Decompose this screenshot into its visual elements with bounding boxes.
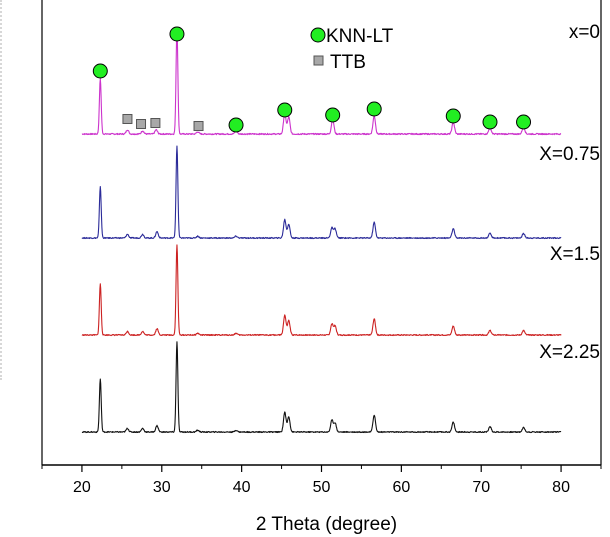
ttb-peak-marker: [122, 114, 133, 124]
series-layer: [81, 27, 562, 434]
legend-marker-knn-lt: [310, 27, 326, 43]
ttb-peak-marker: [136, 119, 147, 129]
x-tick-label: 50: [313, 479, 331, 496]
knn-lt-peak-marker: [169, 26, 185, 42]
knn-lt-peak-marker: [445, 108, 461, 124]
knn-lt-peak-marker: [366, 101, 382, 117]
series-line-3: [81, 341, 562, 434]
x-tick-label: 30: [153, 479, 171, 496]
ttb-peak-marker: [150, 118, 161, 128]
legend: KNN-LT TTB: [310, 26, 394, 73]
knn-lt-peak-marker: [325, 107, 341, 123]
series-line-1: [81, 145, 562, 240]
x-tick-label: 80: [552, 479, 570, 496]
legend-marker-ttb: [313, 55, 324, 66]
left-dotted-border: [0, 0, 2, 380]
series-line-2: [81, 244, 562, 337]
knn-lt-peak-marker: [482, 114, 498, 130]
knn-lt-peak-marker: [277, 102, 293, 118]
x-tick-label: 20: [73, 479, 91, 496]
label-layer: x=0 X=0.75 X=1.5 X=2.25: [539, 22, 600, 363]
x-axis: 20 30 40 50 60 70 80 2 Theta (degree): [41, 464, 602, 535]
series-line-0: [81, 27, 562, 136]
x-axis-title: 2 Theta (degree): [256, 514, 397, 535]
ttb-peak-marker: [193, 121, 204, 131]
series-label-2: X=1.5: [550, 244, 600, 265]
knn-lt-peak-marker: [228, 117, 244, 133]
legend-label-ttb: TTB: [330, 52, 366, 73]
x-tick-label: 70: [472, 479, 490, 496]
x-tick-label: 60: [392, 479, 410, 496]
x-tick-label: 40: [233, 479, 251, 496]
series-label-0: x=0: [569, 22, 600, 43]
knn-lt-peak-marker: [92, 63, 108, 79]
series-label-3: X=2.25: [539, 342, 600, 363]
legend-label-knn-lt: KNN-LT: [326, 26, 394, 47]
marker-layer: [92, 26, 532, 133]
plot-frame: [41, 0, 602, 465]
series-label-1: X=0.75: [539, 144, 600, 165]
knn-lt-peak-marker: [516, 114, 532, 130]
